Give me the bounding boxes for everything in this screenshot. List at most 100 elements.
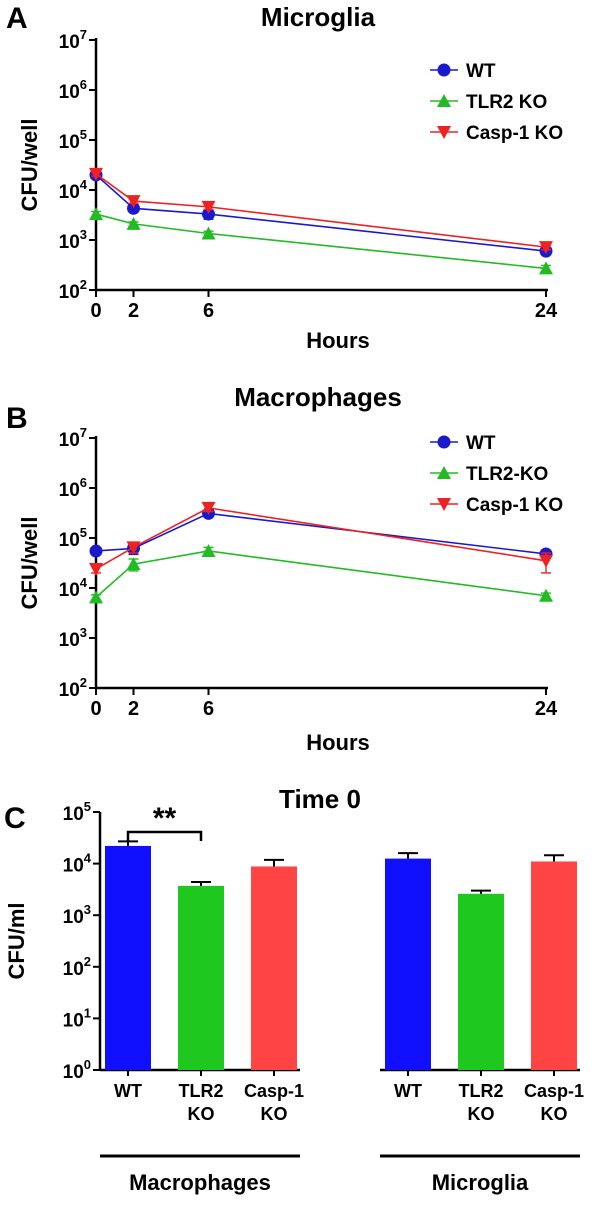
legend-marker-wt xyxy=(437,435,451,449)
tick-base: 10 xyxy=(63,1010,84,1031)
data-point-tlr2-ko-0h xyxy=(89,590,103,604)
tick-base: 10 xyxy=(59,82,80,103)
tick-exponent: 3 xyxy=(84,902,91,917)
tick-base: 10 xyxy=(59,480,80,501)
x-tick-label-24: 24 xyxy=(535,300,558,322)
bar-macrophages-casp-1-ko xyxy=(251,866,297,1070)
data-point-wt-2h xyxy=(127,201,140,215)
x-tick-label-0: 0 xyxy=(90,300,101,322)
category-label-macrophages-casp-1-ko: Casp-1 xyxy=(244,1081,304,1101)
group-label-microglia: Microglia xyxy=(432,1170,529,1195)
y-axis-label: CFU/well xyxy=(17,119,42,212)
data-point-casp-1-ko-2h xyxy=(126,541,141,555)
tick-exponent: 1 xyxy=(84,1005,91,1020)
tick-base: 10 xyxy=(59,232,80,253)
panel-letter: B xyxy=(6,402,28,435)
series-tlr2-ko xyxy=(89,207,553,275)
series-line-wt xyxy=(95,512,547,555)
y-tick-label-3: 103 xyxy=(63,902,91,928)
chart-title: Time 0 xyxy=(279,784,361,814)
y-tick-label-0: 102 xyxy=(59,277,87,303)
category-label-microglia-wt: WT xyxy=(394,1081,422,1101)
category-label-macrophages-tlr2-ko: TLR2 xyxy=(179,1081,224,1101)
tick-base: 10 xyxy=(59,430,80,451)
panel-letter: A xyxy=(6,2,28,35)
tick-base: 10 xyxy=(63,856,84,877)
data-point-tlr2-ko-6h xyxy=(201,226,216,240)
data-point-wt-0h xyxy=(89,544,103,558)
tick-exponent: 3 xyxy=(80,625,87,640)
x-tick-label-2: 2 xyxy=(128,698,139,720)
tick-exponent: 7 xyxy=(80,425,87,440)
data-point-tlr2-ko-24h xyxy=(539,588,553,602)
category-label-microglia-casp-1-ko: KO xyxy=(541,1104,568,1124)
tick-exponent: 7 xyxy=(80,27,87,42)
y-tick-label-5: 105 xyxy=(63,799,91,825)
y-axis-label: CFU/well xyxy=(17,517,42,610)
bar-microglia-casp-1-ko xyxy=(531,861,577,1070)
legend-marker-wt xyxy=(437,63,451,77)
tick-exponent: 5 xyxy=(80,525,87,540)
data-point-tlr2-ko-2h xyxy=(126,216,141,230)
tick-base: 10 xyxy=(59,282,80,303)
tick-base: 10 xyxy=(63,1062,84,1083)
y-tick-label-1: 103 xyxy=(59,227,87,253)
series-line-tlr2-ko xyxy=(95,550,547,598)
tick-exponent: 5 xyxy=(84,799,91,814)
data-point-tlr2-ko-0h xyxy=(89,207,103,221)
tick-exponent: 4 xyxy=(80,177,88,192)
chart-title: Microglia xyxy=(261,2,376,32)
category-label-microglia-tlr2-ko: KO xyxy=(468,1104,495,1124)
data-point-tlr2-ko-24h xyxy=(539,261,553,275)
tick-exponent: 5 xyxy=(80,127,87,142)
tick-base: 10 xyxy=(63,959,84,980)
tick-base: 10 xyxy=(63,907,84,928)
data-point-tlr2-ko-6h xyxy=(201,543,216,557)
data-point-casp-1-ko-6h xyxy=(201,501,216,515)
data-point-casp-1-ko-24h xyxy=(539,241,553,255)
tick-exponent: 2 xyxy=(80,675,87,690)
bar-group-microglia: WT TLR2 KO Casp-1 KO Microglia xyxy=(380,852,584,1195)
tick-exponent: 6 xyxy=(80,475,87,490)
data-point-casp-1-ko-24h xyxy=(539,554,553,568)
y-tick-label-4: 104 xyxy=(63,851,92,877)
y-tick-label-2: 104 xyxy=(59,177,88,203)
legend-label-tlr2-ko: TLR2-KO xyxy=(466,464,548,485)
data-point-tlr2-ko-2h xyxy=(126,557,141,571)
tick-base: 10 xyxy=(59,32,80,53)
tick-base: 10 xyxy=(59,630,80,651)
x-axis-label: Hours xyxy=(306,730,370,755)
tick-exponent: 4 xyxy=(80,575,88,590)
y-tick-label-0: 102 xyxy=(59,675,87,701)
legend-marker-casp-1-ko xyxy=(437,126,451,139)
legend-label-wt: WT xyxy=(466,433,496,454)
data-point-casp-1-ko-6h xyxy=(201,200,216,214)
legend-label-wt: WT xyxy=(466,61,496,82)
series-line-wt xyxy=(95,174,547,252)
series-line-casp-1-ko xyxy=(95,173,547,248)
legend-marker-casp-1-ko xyxy=(437,498,451,511)
tick-exponent: 2 xyxy=(84,954,91,969)
x-tick-label-0: 0 xyxy=(90,698,101,720)
x-tick-label-24: 24 xyxy=(535,698,558,720)
x-tick-label-6: 6 xyxy=(203,698,214,720)
bar-macrophages-tlr2-ko xyxy=(178,885,224,1070)
category-label-macrophages-wt: WT xyxy=(114,1081,142,1101)
significance-label: ** xyxy=(153,802,177,835)
series-casp-1-ko xyxy=(89,501,553,576)
chart-title: Macrophages xyxy=(234,382,402,412)
y-tick-label-3: 105 xyxy=(59,127,87,153)
y-tick-label-2: 104 xyxy=(59,575,88,601)
y-axis-label: CFU/ml xyxy=(4,903,29,980)
data-point-casp-1-ko-0h xyxy=(89,562,103,576)
tick-exponent: 6 xyxy=(80,77,87,92)
series-tlr2-ko xyxy=(89,543,553,604)
category-label-macrophages-casp-1-ko: KO xyxy=(261,1104,288,1124)
tick-exponent: 4 xyxy=(84,851,92,866)
tick-exponent: 3 xyxy=(80,227,87,242)
bar-group-macrophages: WT TLR2 KO Casp-1 KO Macrophages xyxy=(100,840,304,1195)
y-tick-label-3: 105 xyxy=(59,525,87,551)
